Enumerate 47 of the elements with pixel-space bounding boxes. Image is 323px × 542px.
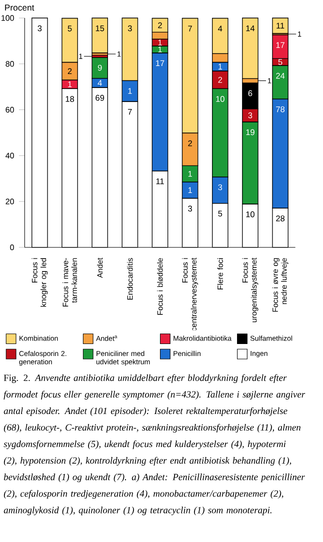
- annotation: 1: [128, 88, 132, 94]
- annotation: 19: [246, 129, 254, 136]
- annotation: 5: [218, 210, 222, 217]
- annotation: 1: [218, 64, 222, 70]
- y-tick-label: 60: [6, 106, 14, 113]
- annotation: 78: [276, 106, 285, 112]
- annotation: 2: [158, 22, 162, 28]
- annotation: 28: [276, 216, 285, 222]
- annotation: 6: [248, 90, 252, 96]
- text: Fig. 2. Anvendte antibiotika umiddelbart efter bloddyrkning fordelt efter formodet focus eller generelle symptomer (n=432). Tallene i søjlerne angiver antal episoder. Andet (101 episoder): Isoleret rektaltemperaturforhøjelse (68), leukocyt-, C-reaktivt protein-, sænkningsreaktionsforhøjelse (11), almen sygdomsfornemmelse (5), ukendt focus med kulderystelser (4), hypotermi (2), hypotension (2), kontroldyrkning efter endt antibiotisk behandling (1), bevidstløshed (1) og ukendt (7). a) Andet: Penicillinaseresistente penicilliner (2), cefalosporin tredjegeneration (4), monobactamer/carbapenemer (2), aminoglykosid (1), quinoloner (1) og tetracyclin (1) som monoterapi.: [4, 374, 306, 516]
- annotation: 3: [128, 25, 132, 32]
- annotation: 2: [218, 76, 222, 83]
- y-tick-label: 0: [10, 244, 14, 250]
- annotation: 4: [218, 26, 222, 32]
- annotation: 11: [276, 22, 284, 29]
- annotation: 24: [276, 72, 285, 79]
- annotation: 2: [68, 68, 72, 74]
- annotation: 18: [66, 96, 74, 102]
- annotation: 10: [216, 96, 224, 102]
- annotation: 1: [158, 46, 162, 52]
- annotation: 4: [98, 80, 102, 86]
- annotation: 5: [278, 59, 282, 65]
- annotation: 11: [156, 178, 164, 184]
- annotation: 5: [68, 26, 72, 32]
- annotation: 1: [188, 187, 192, 193]
- annotation: 7: [188, 26, 192, 32]
- annotation: 17: [276, 42, 284, 48]
- annotation: 3: [188, 206, 192, 212]
- y-tick-label: 80: [6, 61, 14, 67]
- annotation: 3: [38, 25, 42, 32]
- annotation: 69: [96, 94, 104, 101]
- annotation: 3: [218, 184, 222, 190]
- annotation: 1: [68, 81, 72, 88]
- y-tick-label: 40: [6, 152, 14, 158]
- annotation: 2: [188, 140, 192, 146]
- annotation: 1: [158, 40, 162, 46]
- annotation: 9: [98, 64, 102, 71]
- annotation: 7: [128, 108, 132, 115]
- annotation: 3: [248, 112, 252, 118]
- y-axis-title: Procent: [5, 4, 34, 11]
- annotation: 17: [156, 60, 164, 66]
- y-tick-label: 20: [6, 198, 14, 204]
- y-tick-label: 100: [2, 15, 14, 21]
- annotation: 15: [96, 25, 104, 32]
- annotation: 10: [246, 211, 254, 218]
- annotation: 1: [188, 170, 192, 177]
- annotation: 14: [246, 25, 255, 32]
